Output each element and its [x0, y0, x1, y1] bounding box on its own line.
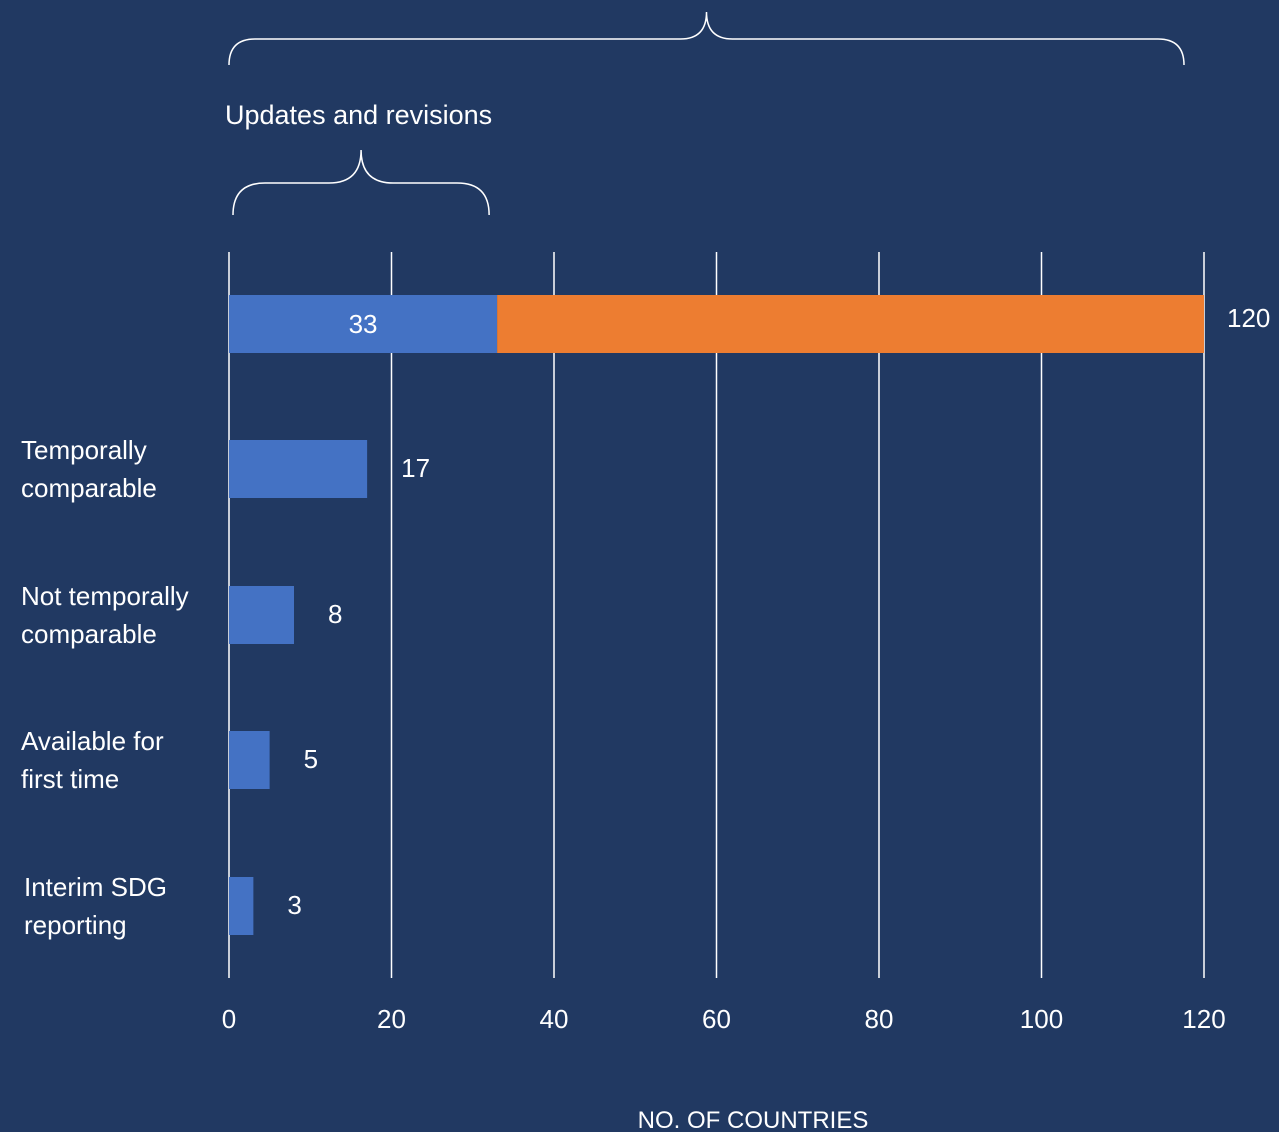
x-axis-title: NO. OF COUNTRIES — [638, 1107, 869, 1132]
data-label: 3 — [287, 890, 301, 920]
category-labels: Temporally comparable Not temporally compar… — [21, 435, 189, 940]
inner-brace — [232, 149, 490, 216]
category-label: Temporally comparable — [21, 435, 157, 503]
annotations: Updates and revisions — [225, 11, 1185, 216]
data-label: 5 — [304, 744, 318, 774]
category-label: Available for first time — [21, 726, 164, 794]
data-label: 17 — [401, 453, 430, 483]
updates-and-revisions-label: Updates and revisions — [225, 100, 492, 130]
data-label: 33 — [349, 309, 378, 339]
x-tick-label: 100 — [1020, 1004, 1063, 1034]
x-tick-label: 120 — [1182, 1004, 1225, 1034]
category-label: Interim SDG reporting — [24, 872, 167, 940]
x-tick-label: 0 — [222, 1004, 236, 1034]
gridlines — [228, 252, 1205, 978]
total-label: 120 — [1227, 303, 1270, 333]
bar-segment — [497, 295, 1204, 353]
x-tick-label: 60 — [702, 1004, 731, 1034]
x-tick-label: 80 — [865, 1004, 894, 1034]
data-labels: 33 17 8 5 3 120 — [287, 303, 1270, 920]
bar-segment — [229, 440, 368, 498]
x-tick-label: 20 — [377, 1004, 406, 1034]
outer-brace — [228, 11, 1185, 66]
bar-segment — [229, 877, 254, 935]
x-tick-label: 40 — [540, 1004, 569, 1034]
x-tick-labels: 0 20 40 60 80 100 120 — [222, 1004, 1226, 1034]
bar-segment — [229, 295, 498, 353]
bar-segment — [229, 586, 294, 644]
bars — [229, 295, 1204, 935]
data-label: 8 — [328, 599, 342, 629]
bar-segment — [229, 731, 270, 789]
category-label: Not temporally comparable — [21, 581, 189, 649]
